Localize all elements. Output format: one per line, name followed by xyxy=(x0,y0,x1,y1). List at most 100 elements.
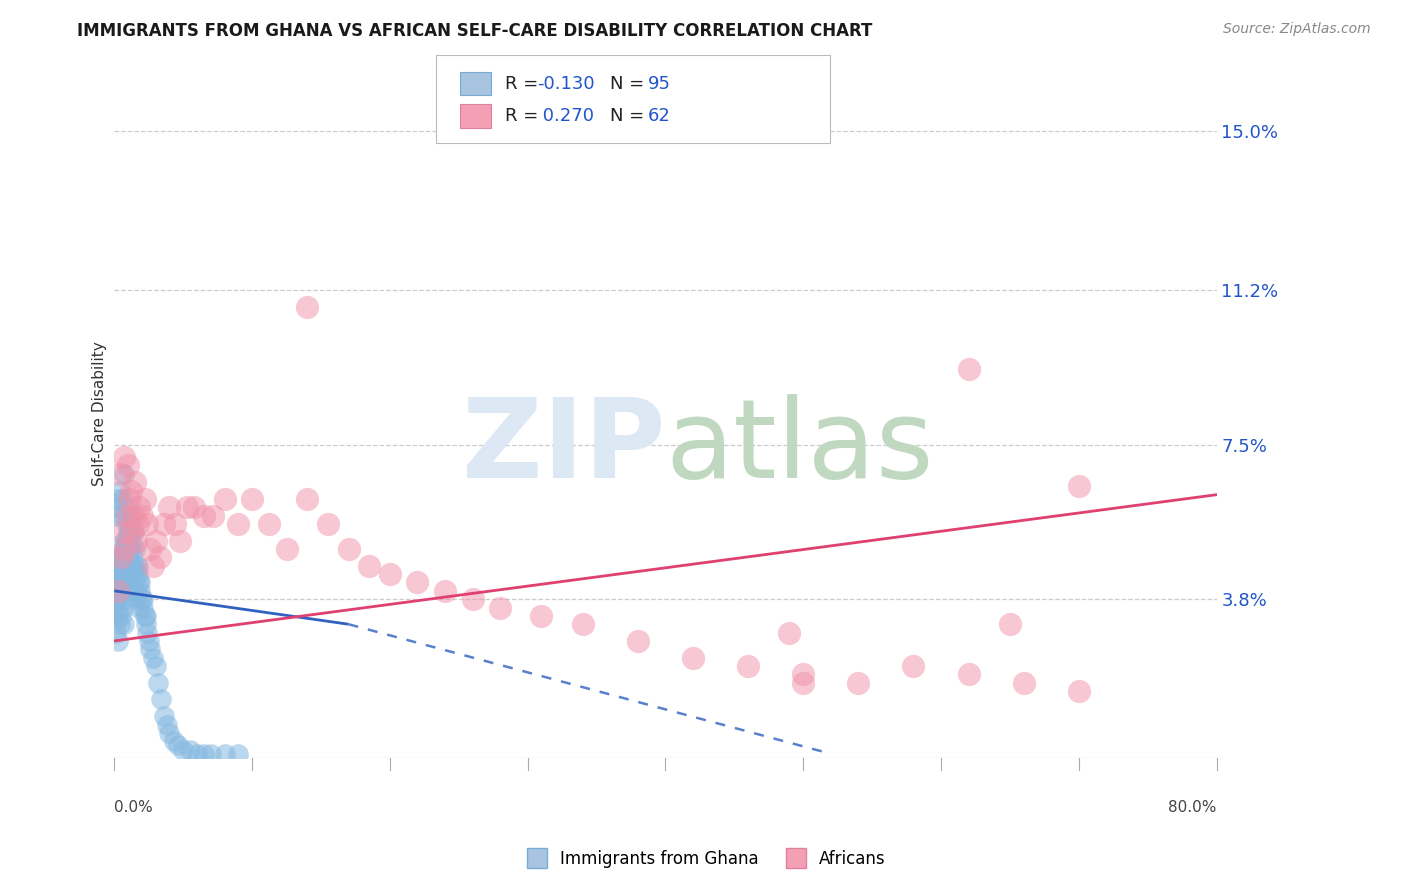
Point xyxy=(120,541,142,556)
Point xyxy=(108,558,131,573)
Point xyxy=(128,500,150,515)
Point xyxy=(792,675,814,690)
Text: 95: 95 xyxy=(648,75,671,93)
Point xyxy=(105,575,128,590)
Point xyxy=(122,508,145,523)
Point xyxy=(125,583,148,598)
Point xyxy=(166,739,188,753)
Y-axis label: Self-Care Disability: Self-Care Disability xyxy=(93,341,107,485)
Point xyxy=(682,650,704,665)
Point xyxy=(153,709,176,723)
Point xyxy=(131,592,153,607)
Point xyxy=(112,450,135,464)
Point xyxy=(1012,675,1035,690)
Point xyxy=(121,508,143,523)
Text: IMMIGRANTS FROM GHANA VS AFRICAN SELF-CARE DISABILITY CORRELATION CHART: IMMIGRANTS FROM GHANA VS AFRICAN SELF-CA… xyxy=(77,22,873,40)
Point xyxy=(132,600,155,615)
Point xyxy=(115,583,138,598)
Point xyxy=(461,592,484,607)
Point xyxy=(105,563,128,577)
Text: R =: R = xyxy=(505,107,544,125)
Point xyxy=(117,550,139,565)
Point xyxy=(112,550,135,565)
Point xyxy=(110,550,132,565)
Point xyxy=(202,508,225,523)
Point xyxy=(214,491,236,506)
Point xyxy=(107,583,129,598)
Point xyxy=(105,500,128,515)
Point xyxy=(129,583,152,598)
Point xyxy=(117,500,139,515)
Point xyxy=(162,734,184,748)
Point xyxy=(186,747,208,761)
Point xyxy=(172,742,194,756)
Point xyxy=(145,659,167,673)
Point xyxy=(226,516,249,531)
Point xyxy=(105,605,128,619)
Point xyxy=(132,592,155,607)
Point xyxy=(120,583,142,598)
Point xyxy=(142,650,165,665)
Point xyxy=(1067,684,1090,698)
Point xyxy=(214,747,236,761)
Point xyxy=(107,567,129,582)
Point xyxy=(957,362,980,376)
Point xyxy=(149,550,172,565)
Text: 80.0%: 80.0% xyxy=(1168,800,1216,814)
Point xyxy=(120,533,142,548)
Point xyxy=(148,675,170,690)
Point xyxy=(112,617,135,632)
Point xyxy=(107,634,129,648)
Point xyxy=(112,533,135,548)
Point xyxy=(378,567,401,582)
Point xyxy=(114,541,136,556)
Point xyxy=(128,575,150,590)
Point xyxy=(121,525,143,540)
Point xyxy=(112,575,135,590)
Point xyxy=(489,600,512,615)
Point xyxy=(1067,479,1090,493)
Point xyxy=(117,458,139,473)
Point xyxy=(276,541,298,556)
Point xyxy=(240,491,263,506)
Point xyxy=(104,508,127,523)
Point xyxy=(118,567,141,582)
Point xyxy=(121,575,143,590)
Point xyxy=(125,558,148,573)
Point xyxy=(737,659,759,673)
Point xyxy=(145,533,167,548)
Point xyxy=(163,516,186,531)
Text: -0.130: -0.130 xyxy=(537,75,595,93)
Point xyxy=(406,575,429,590)
Point xyxy=(114,541,136,556)
Point xyxy=(105,613,128,627)
Point xyxy=(110,567,132,582)
Point xyxy=(117,575,139,590)
Point xyxy=(135,608,157,623)
Text: N =: N = xyxy=(610,107,650,125)
Point xyxy=(124,567,146,582)
Text: 0.0%: 0.0% xyxy=(114,800,153,814)
Point xyxy=(193,747,215,761)
Point xyxy=(114,567,136,582)
Point xyxy=(778,625,800,640)
Point xyxy=(136,625,159,640)
Point xyxy=(124,475,146,490)
Point xyxy=(169,533,191,548)
Point xyxy=(295,300,318,314)
Point xyxy=(120,483,142,498)
Point xyxy=(104,592,127,607)
Point xyxy=(127,516,149,531)
Point xyxy=(110,608,132,623)
Point xyxy=(129,575,152,590)
Point xyxy=(111,491,134,506)
Point xyxy=(183,500,205,515)
Text: R =: R = xyxy=(505,75,544,93)
Point xyxy=(111,541,134,556)
Point xyxy=(998,617,1021,632)
Point xyxy=(176,500,198,515)
Point xyxy=(846,675,869,690)
Point xyxy=(792,667,814,681)
Point xyxy=(295,491,318,506)
Point xyxy=(107,550,129,565)
